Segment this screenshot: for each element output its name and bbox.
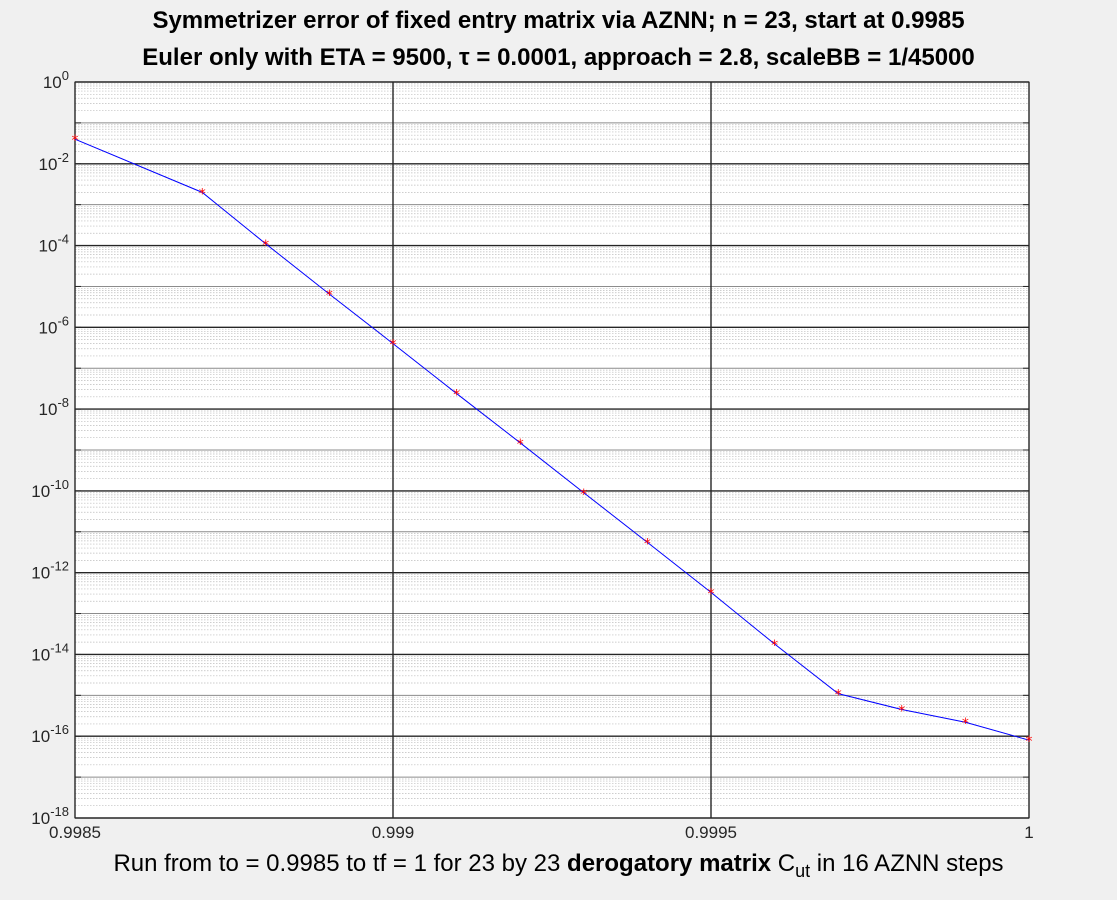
y-tick-label: 10-2 [39,150,69,174]
x-axis-label-prefix: Run from to = 0.9985 to tf = 1 for 23 by… [113,850,568,877]
x-tick-label: 1 [1024,823,1033,842]
x-tick-label: 0.9985 [49,823,101,842]
series-markers: * * * * * * * * * * * * * * * [72,133,1033,750]
data-point-marker: * [390,338,397,354]
data-point-marker: * [580,487,587,503]
y-tick-label: 10-10 [31,477,69,501]
data-point-marker: * [898,704,905,720]
data-point-marker: * [517,437,524,453]
minor-grid [75,83,1029,807]
data-point-marker: * [262,238,269,254]
data-point-marker: * [1026,734,1033,750]
data-point-marker: * [962,716,969,732]
series-line [74,138,1030,741]
y-tick-label: 10-4 [39,232,69,256]
y-tick-label: 10-12 [31,559,69,583]
data-point-marker: * [771,638,778,654]
data-point-marker: * [708,586,715,602]
data-point-marker: * [835,688,842,704]
y-tick-label: 10-6 [39,313,69,337]
x-axis-label: Run from to = 0.9985 to tf = 1 for 23 by… [0,850,1117,882]
y-tick-label: 10-18 [31,804,69,828]
data-point-marker: * [644,536,651,552]
x-tick-labels: 0.9985 0.999 0.9995 1 [49,823,1034,842]
x-tick-label: 0.999 [372,823,415,842]
x-axis-label-middle: C [771,850,796,877]
series-lines [74,138,1030,741]
x-axis-label-subscript: ut [795,860,811,881]
data-point-marker: * [72,133,79,149]
y-tick-label: 10-8 [39,395,69,419]
x-axis-label-suffix: in 16 AZNN steps [810,850,1004,877]
x-tick-label: 0.9995 [685,823,737,842]
y-tick-labels: 100 10-2 10-4 10-6 10-8 10-10 10-12 10-14 10-16 1… [31,68,69,828]
y-tick-label: 100 [43,68,69,92]
y-tick-label: 10-14 [31,640,69,664]
data-point-marker: * [199,186,206,202]
chart-title-line-1: Symmetrizer error of fixed entry matrix … [152,7,965,34]
tick-marks [74,81,1030,819]
chart-title-line-2: Euler only with ETA = 9500, τ = 0.0001, … [142,44,975,71]
y-tick-label: 10-16 [31,722,69,746]
x-axis-label-bold: derogatory matrix [567,850,772,877]
data-point-marker: * [453,388,460,404]
data-point-marker: * [326,288,333,304]
